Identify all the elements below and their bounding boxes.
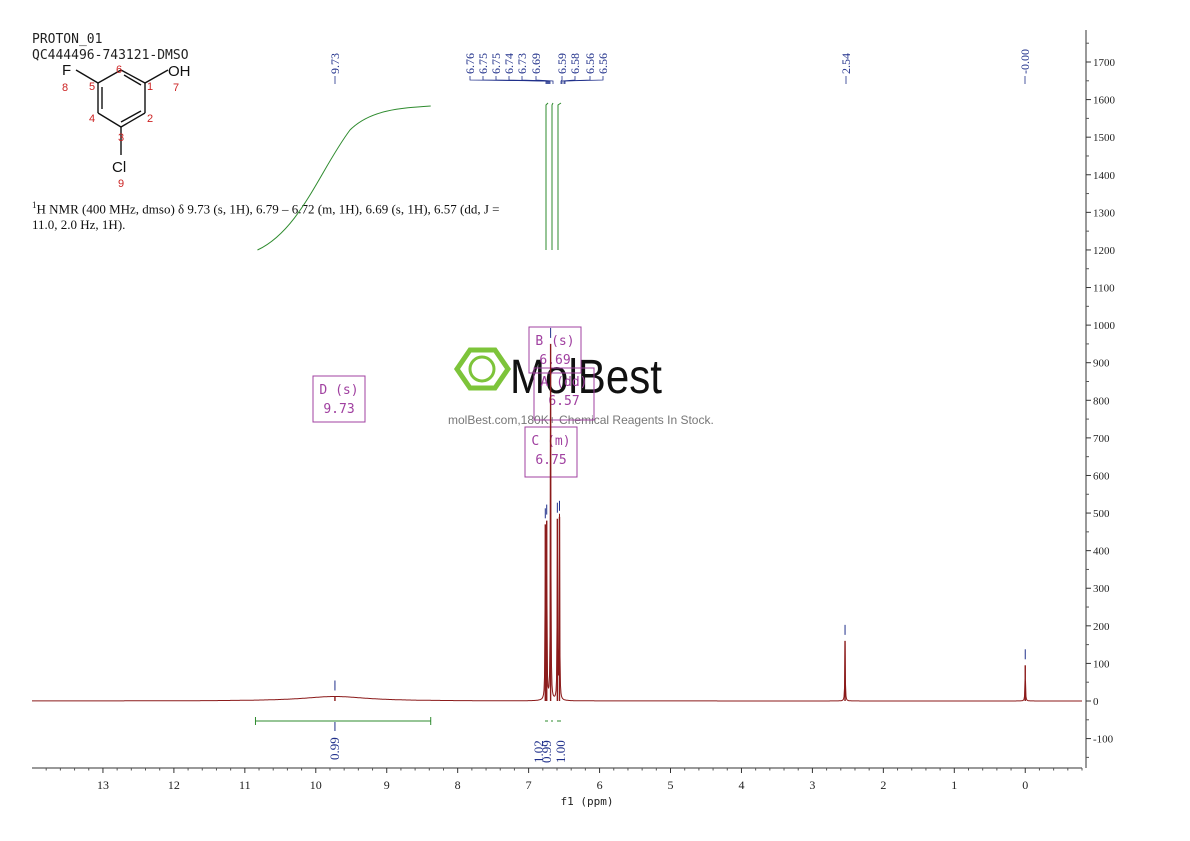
y-tick-label: 1200 bbox=[1093, 245, 1116, 257]
multiplet-shift: 6.69 bbox=[539, 353, 570, 368]
x-tick-label: 11 bbox=[239, 778, 251, 792]
peak-label: 6.58 bbox=[568, 53, 582, 74]
sample-label: QC444496-743121-DMSO bbox=[32, 48, 189, 63]
x-tick-label: 7 bbox=[526, 778, 532, 792]
y-tick-label: 100 bbox=[1093, 658, 1110, 670]
peak-label: 6.56 bbox=[596, 53, 610, 74]
y-tick-label: 600 bbox=[1093, 470, 1110, 482]
peak-label: 6.59 bbox=[555, 53, 569, 74]
molbest-logo: MolBest bbox=[453, 347, 662, 404]
y-tick-label: 1400 bbox=[1093, 170, 1116, 182]
multiplet-box bbox=[533, 367, 595, 421]
peak-label: 6.56 bbox=[583, 53, 597, 74]
atom-number-4: 4 bbox=[89, 113, 95, 125]
multiplet-letter: A (dd) bbox=[541, 375, 588, 390]
y-tick-label: 1100 bbox=[1093, 283, 1115, 295]
peak-label-leader bbox=[521, 76, 551, 84]
ring-icon bbox=[468, 355, 496, 383]
multiplet-shift: 6.57 bbox=[548, 394, 579, 409]
y-tick-label: 1700 bbox=[1093, 57, 1116, 69]
multiplet-shift: 9.73 bbox=[323, 402, 354, 417]
atom-number-6: 6 bbox=[116, 64, 122, 76]
description-line2: 11.0, 2.0 Hz, 1H). bbox=[32, 217, 126, 233]
peak-label-leader bbox=[535, 76, 554, 84]
x-tick-label: 12 bbox=[168, 778, 180, 792]
atom-f: F bbox=[62, 62, 71, 79]
description-line1: H NMR (400 MHz, dmso) δ 9.73 (s, 1H), 6.… bbox=[36, 201, 500, 217]
peak-label: 9.73 bbox=[328, 53, 342, 74]
peak-label: 2.54 bbox=[839, 53, 853, 74]
peak-label: 6.73 bbox=[515, 53, 529, 74]
x-axis-label: f1 (ppm) bbox=[561, 795, 614, 808]
y-tick-label: 200 bbox=[1093, 621, 1110, 633]
y-tick-label: 1600 bbox=[1093, 95, 1116, 107]
x-tick-label: 4 bbox=[738, 778, 744, 792]
x-tick-label: 9 bbox=[384, 778, 390, 792]
molecule-structure bbox=[75, 69, 169, 155]
superscript-one: 1 bbox=[32, 200, 37, 210]
atom-oh: OH bbox=[168, 63, 191, 80]
multiplet-box bbox=[312, 375, 366, 423]
atom-cl: Cl bbox=[112, 159, 126, 176]
atom-number-7: 7 bbox=[173, 82, 179, 94]
peak-label: 6.75 bbox=[476, 53, 490, 74]
peak-label-leader bbox=[560, 76, 563, 84]
nmr-description: 1H NMR (400 MHz, dmso) δ 9.73 (s, 1H), 6… bbox=[32, 197, 592, 233]
y-tick-label: 300 bbox=[1093, 583, 1110, 595]
x-tick-label: 3 bbox=[809, 778, 815, 792]
multiplet-letter: B (s) bbox=[535, 334, 574, 349]
x-tick-label: 1 bbox=[951, 778, 957, 792]
x-tick-label: 8 bbox=[455, 778, 461, 792]
peak-label: -0.00 bbox=[1018, 49, 1032, 74]
peak-label: 6.69 bbox=[529, 53, 543, 74]
x-tick-label: 5 bbox=[668, 778, 674, 792]
integral-value: 1.00 bbox=[553, 740, 568, 763]
multiplet-letter: D (s) bbox=[319, 383, 358, 398]
atom-number-9: 9 bbox=[118, 178, 124, 190]
x-tick-label: 10 bbox=[310, 778, 322, 792]
integral-value: 0.99 bbox=[539, 740, 554, 763]
y-tick-label: 0 bbox=[1093, 696, 1099, 708]
peak-label: 6.74 bbox=[502, 53, 516, 74]
peak-label: 6.76 bbox=[463, 53, 477, 74]
y-tick-label: 800 bbox=[1093, 395, 1110, 407]
peak-label-leader bbox=[563, 76, 591, 84]
molbest-brand: MolBest bbox=[510, 351, 662, 404]
y-tick-label: 1300 bbox=[1093, 207, 1116, 219]
y-tick-label: 500 bbox=[1093, 508, 1110, 520]
integral-curve bbox=[257, 105, 431, 251]
x-tick-label: 6 bbox=[597, 778, 603, 792]
integral-curve bbox=[545, 102, 549, 250]
y-tick-label: 700 bbox=[1093, 433, 1110, 445]
atom-number-1: 1 bbox=[147, 81, 153, 93]
y-tick-label: 1000 bbox=[1093, 320, 1116, 332]
integral-curve bbox=[557, 102, 562, 250]
integral-value: 1.02 bbox=[531, 740, 546, 763]
y-tick-label: 900 bbox=[1093, 358, 1110, 370]
x-tick-label: 0 bbox=[1022, 778, 1028, 792]
integral-curve bbox=[551, 102, 554, 250]
atom-number-8: 8 bbox=[62, 82, 68, 94]
integral-value: 0.99 bbox=[327, 737, 342, 760]
multiplet-box bbox=[528, 326, 582, 374]
atom-number-5: 5 bbox=[89, 81, 95, 93]
x-tick-label: 13 bbox=[97, 778, 109, 792]
atom-number-2: 2 bbox=[147, 113, 153, 125]
peak-label: 6.75 bbox=[489, 53, 503, 74]
experiment-label: PROTON_01 bbox=[32, 32, 103, 47]
y-tick-label: -100 bbox=[1093, 734, 1114, 746]
hexagon-icon bbox=[453, 347, 512, 391]
peak-label-leader bbox=[564, 76, 604, 84]
atom-numbers: 1 2 3 4 5 6 7 8 9 bbox=[62, 64, 179, 190]
y-tick-label: 400 bbox=[1093, 546, 1110, 558]
y-tick-label: 1500 bbox=[1093, 132, 1116, 144]
x-tick-label: 2 bbox=[880, 778, 886, 792]
atom-number-3: 3 bbox=[118, 132, 124, 144]
